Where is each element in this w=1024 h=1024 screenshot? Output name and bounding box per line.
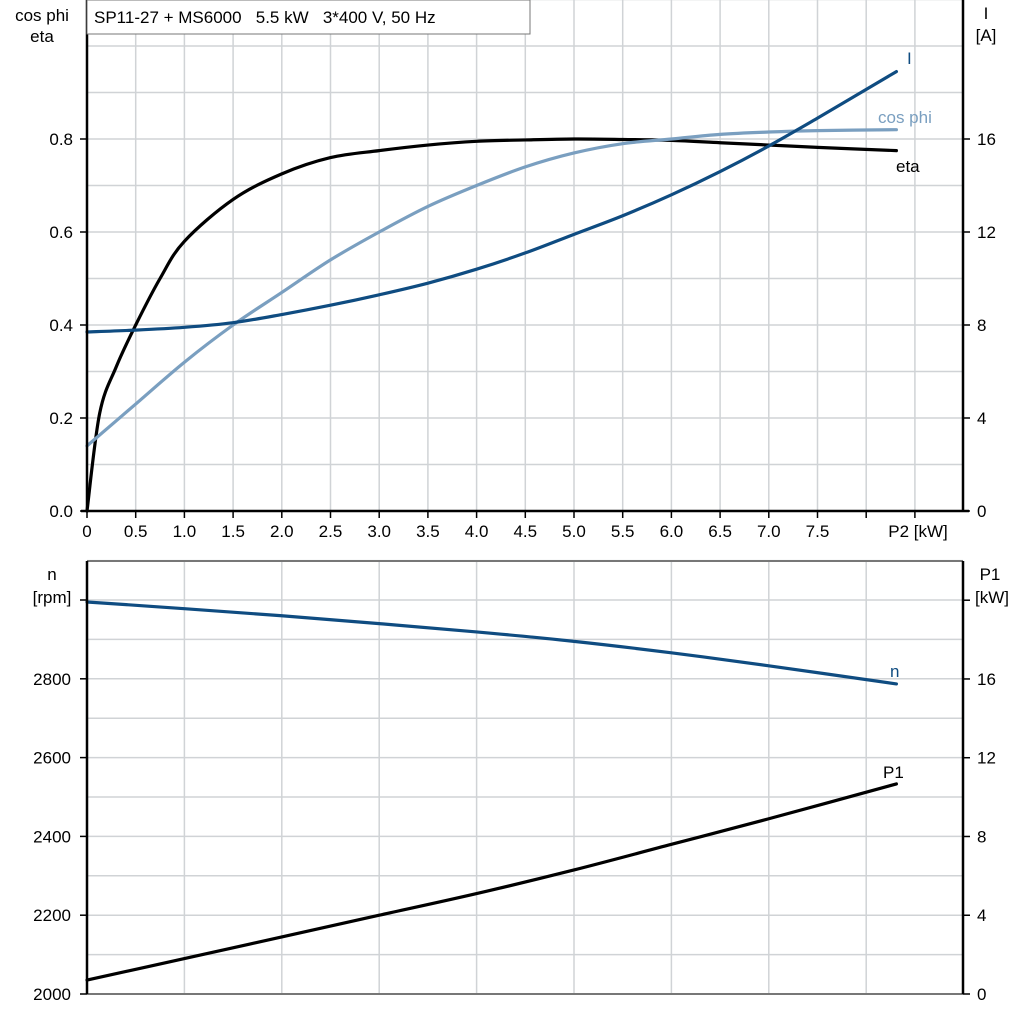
series-line-cos-phi [85, 128, 898, 448]
x-axis-label: P2 [kW] [888, 522, 948, 541]
y-tick-label-left: 2000 [33, 985, 71, 1004]
x-tick-label: 2.5 [319, 522, 343, 541]
y-tick-label-left: 0.2 [49, 409, 73, 428]
top-right-axis-label-1: I [984, 4, 989, 23]
bottom-left-axis-label-2: [rpm] [33, 588, 72, 607]
x-tick-label: 0 [82, 522, 91, 541]
y-tick-label-right: 8 [977, 827, 986, 846]
x-tick-label: 3.0 [367, 522, 391, 541]
y-tick-label-right: 4 [977, 409, 986, 428]
bottom-chart-grid [87, 559, 963, 994]
x-tick-label: 2.0 [270, 522, 294, 541]
y-tick-label-right: 16 [977, 130, 996, 149]
x-tick-label: 1.5 [221, 522, 245, 541]
series-line-n [85, 600, 898, 686]
series-label-p1: P1 [883, 763, 904, 782]
x-tick-label: 5.5 [611, 522, 635, 541]
y-tick-label-left: 0.8 [49, 130, 73, 149]
y-tick-label-left: 2400 [33, 827, 71, 846]
curves [85, 69, 898, 982]
y-tick-label-left: 0.6 [49, 223, 73, 242]
y-tick-label-right: 12 [977, 749, 996, 768]
x-tick-label: 4.0 [465, 522, 489, 541]
top-left-axis-label-2: eta [30, 27, 54, 46]
y-tick-label-right: 4 [977, 906, 986, 925]
y-tick-label-left: 0.0 [49, 502, 73, 521]
top-right-axis-label-2: [A] [976, 26, 997, 45]
series-line-i [85, 69, 898, 334]
y-tick-label-right: 12 [977, 223, 996, 242]
series-line-p1 [85, 782, 898, 982]
x-tick-label: 3.5 [416, 522, 440, 541]
axes: 0 0.5 1.0 1.5 2.0 2.5 3.0 3.5 4.0 4.5 5.0 5.5 6.0 6.5… [33, 0, 996, 1004]
series-label-eta: eta [896, 157, 920, 176]
top-left-axis-label-1: cos phi [15, 6, 69, 25]
y-tick-label-right: 0 [977, 985, 986, 1004]
top-chart-grid [87, 0, 963, 511]
x-tick-label: 0.5 [124, 522, 148, 541]
bottom-left-axis-label-1: n [47, 565, 56, 584]
bottom-right-axis-label-2: [kW] [975, 588, 1009, 607]
series-label-cos-phi: cos phi [878, 108, 932, 127]
y-tick-label-left: 2200 [33, 906, 71, 925]
y-tick-label-left: 2600 [33, 749, 71, 768]
x-tick-label: 7.0 [757, 522, 781, 541]
series-line-eta [85, 137, 898, 513]
bottom-right-axis-label-1: P1 [980, 565, 1001, 584]
y-tick-label-right: 0 [977, 502, 986, 521]
title-box [86, 0, 531, 35]
x-tick-label: 6.0 [660, 522, 684, 541]
series-label-i: I [907, 49, 912, 68]
x-tick-label: 7.5 [806, 522, 830, 541]
chart-title: SP11-27 + MS6000 5.5 kW 3*400 V, 50 Hz [94, 8, 436, 27]
y-tick-label-left: 0.4 [49, 316, 73, 335]
y-tick-label-right: 16 [977, 670, 996, 689]
x-tick-label: 1.0 [173, 522, 197, 541]
x-tick-label: 5.0 [562, 522, 586, 541]
x-tick-label: 4.5 [513, 522, 537, 541]
y-tick-label-left: 2800 [33, 670, 71, 689]
series-label-n: n [890, 662, 899, 681]
x-tick-label: 6.5 [708, 522, 732, 541]
y-tick-label-right: 8 [977, 316, 986, 335]
